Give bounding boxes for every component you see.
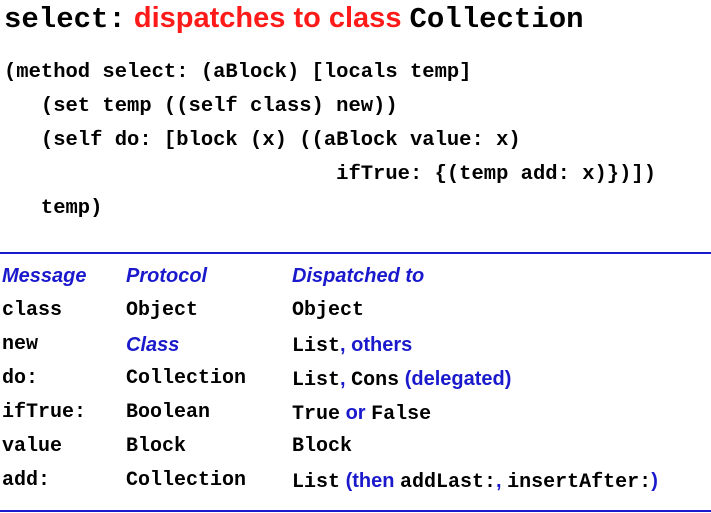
table-top-rule bbox=[0, 252, 711, 254]
dispatched-cell: List, Cons (delegated) bbox=[292, 362, 511, 398]
protocol-cell: Collection bbox=[126, 469, 247, 492]
title-phrase: dispatches to class bbox=[125, 2, 410, 34]
dispatched-segment: or bbox=[340, 402, 372, 424]
table-bottom-rule bbox=[0, 510, 711, 512]
title-class-name: Collection bbox=[409, 3, 584, 36]
table-row: new Class List, others bbox=[0, 328, 711, 362]
dispatched-segment: List bbox=[292, 335, 341, 358]
dispatched-segment: ) bbox=[651, 470, 658, 492]
dispatched-segment: True bbox=[292, 403, 341, 426]
protocol-cell: Boolean bbox=[126, 401, 211, 424]
dispatched-segment: , others bbox=[340, 334, 413, 356]
header-protocol: Protocol bbox=[126, 265, 208, 287]
code-line: (method select: (aBlock) [locals temp] bbox=[4, 61, 472, 84]
code-line: temp) bbox=[4, 197, 103, 220]
dispatched-cell: Block bbox=[292, 430, 352, 464]
table-row: add: Collection List (then addLast:, inser… bbox=[0, 464, 711, 498]
table-row: do: Collection List, Cons (delegated) bbox=[0, 362, 711, 396]
table-header-row: Message Protocol Dispatched to bbox=[0, 258, 711, 294]
message-cell: class bbox=[2, 299, 63, 322]
dispatched-segment: List bbox=[292, 369, 341, 392]
message-cell: add: bbox=[2, 469, 51, 492]
dispatched-segment: (delegated) bbox=[399, 368, 512, 390]
message-cell: value bbox=[2, 435, 63, 458]
dispatched-segment: , bbox=[496, 470, 508, 492]
dispatched-segment: (then bbox=[340, 470, 401, 492]
header-message: Message bbox=[2, 265, 87, 287]
code-line: (set temp ((self class) new)) bbox=[4, 95, 398, 118]
dispatched-segment: Block bbox=[292, 435, 353, 458]
slide-title: select: dispatches to class Collection bbox=[4, 0, 584, 36]
message-cell: new bbox=[2, 333, 39, 356]
table-row: class Object Object bbox=[0, 294, 711, 328]
dispatch-table: Message Protocol Dispatched to class Obje… bbox=[0, 258, 711, 498]
dispatched-segment: Cons bbox=[351, 369, 400, 392]
message-cell: ifTrue: bbox=[2, 401, 87, 424]
header-dispatched-to: Dispatched to bbox=[292, 265, 425, 287]
table-row: value Block Block bbox=[0, 430, 711, 464]
dispatched-segment: False bbox=[371, 403, 432, 426]
protocol-cell: Class bbox=[126, 334, 180, 356]
dispatched-segment: List bbox=[292, 471, 341, 494]
dispatched-segment: , bbox=[340, 368, 352, 390]
protocol-cell: Object bbox=[126, 299, 199, 322]
dispatched-segment: addLast: bbox=[400, 471, 497, 494]
dispatched-cell: True or False bbox=[292, 396, 431, 432]
title-selector: select: bbox=[4, 3, 126, 36]
dispatched-segment: Object bbox=[292, 299, 365, 322]
table-row: ifTrue: Boolean True or False bbox=[0, 396, 711, 430]
dispatched-cell: List, others bbox=[292, 328, 412, 364]
protocol-cell: Block bbox=[126, 435, 187, 458]
message-cell: do: bbox=[2, 367, 39, 390]
dispatched-cell: List (then addLast:, insertAfter:) bbox=[292, 464, 658, 500]
table-body: class Object Object new Class List, others do:… bbox=[0, 294, 711, 498]
code-block: (method select: (aBlock) [locals temp] (… bbox=[4, 56, 656, 226]
dispatched-segment: insertAfter: bbox=[507, 471, 652, 494]
dispatched-cell: Object bbox=[292, 294, 364, 328]
code-line: (self do: [block (x) ((aBlock value: x) bbox=[4, 129, 521, 152]
code-line: ifTrue: {(temp add: x)})]) bbox=[4, 163, 657, 186]
protocol-cell: Collection bbox=[126, 367, 247, 390]
